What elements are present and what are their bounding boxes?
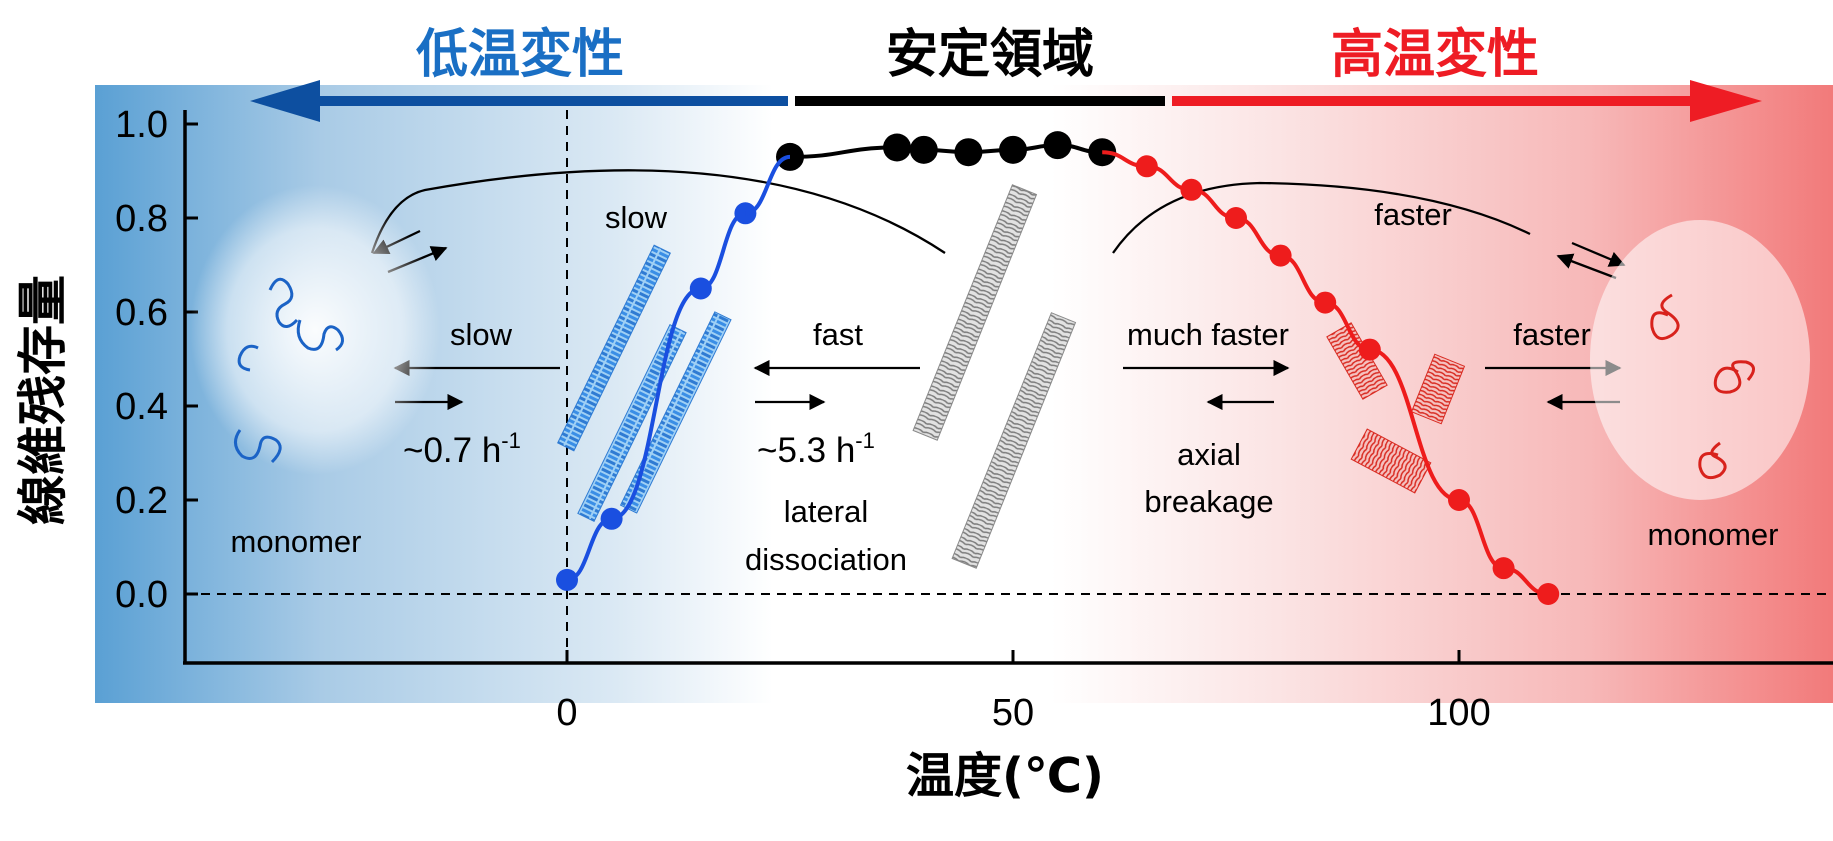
y-tick-label: 0.6 (115, 292, 168, 334)
annotation-monomer-left: monomer (231, 524, 362, 559)
data-point (883, 133, 912, 162)
data-point (1225, 207, 1247, 229)
x-tick-label: 0 (556, 692, 577, 734)
data-series (556, 131, 1560, 605)
annotation-breakage: breakage (1144, 484, 1273, 519)
rate-left-value: ~0.7 h (403, 431, 501, 470)
rate-mid-value: ~5.3 h (757, 431, 855, 470)
data-point (556, 568, 578, 591)
monomer-left-illustration (190, 185, 440, 475)
data-point (909, 135, 938, 164)
region-label-high: 高温変性 (1331, 25, 1539, 85)
region-label-stable: 安定領域 (886, 25, 1094, 85)
axes (183, 110, 1833, 665)
y-tick-label: 1.0 (115, 104, 168, 146)
y-ticks: 1.0 0.8 0.6 0.4 0.2 0.0 (115, 104, 198, 616)
data-point (1492, 557, 1515, 580)
annotation-monomer-right: monomer (1648, 517, 1779, 552)
data-point (1043, 131, 1072, 160)
small-arrow-right-in (1556, 253, 1617, 280)
data-point (1537, 583, 1560, 605)
annotation-fast: fast (813, 317, 863, 352)
low-temp-arrow-head (250, 80, 320, 122)
data-point (1180, 178, 1203, 201)
curved-arrow-left (370, 169, 946, 254)
annotation-rate-left: ~0.7 h-1 (403, 428, 521, 470)
annotation-axial: axial (1177, 437, 1241, 472)
annotation-much-faster: much faster (1127, 317, 1289, 352)
data-point (689, 277, 712, 300)
annotation-dissociation: dissociation (745, 542, 907, 577)
data-point (999, 135, 1027, 164)
stable-bar (795, 96, 1165, 106)
curved-arrow-right (1112, 181, 1531, 254)
series-line-2 (1146, 164, 1549, 596)
annotation-rate-mid: ~5.3 h-1 (757, 428, 875, 470)
x-tick-label: 50 (992, 692, 1034, 734)
x-axis-label: 温度(℃) (906, 748, 1104, 804)
y-tick-label: 0.0 (115, 574, 168, 616)
region-bar (250, 80, 1762, 122)
blue-fibril-illustration (557, 244, 732, 522)
annotation-slow-top: slow (605, 200, 668, 235)
red-fibril-illustration (1326, 322, 1466, 494)
annotation-faster-top: faster (1374, 197, 1452, 232)
annotation-slow-left: slow (450, 317, 513, 352)
data-point (1269, 244, 1292, 267)
data-point (1448, 489, 1470, 511)
y-axis-label: 線維残存量 (14, 275, 72, 525)
monomer-right-illustration (1590, 220, 1810, 500)
x-tick-label: 100 (1427, 692, 1490, 734)
high-temp-bar (1172, 96, 1707, 106)
high-temp-arrow-head (1690, 80, 1762, 122)
data-point (1358, 338, 1381, 361)
y-tick-label: 0.2 (115, 480, 168, 522)
rate-mid-exponent: -1 (855, 428, 875, 453)
x-ticks: 0 50 100 (556, 650, 1491, 734)
data-point (1314, 291, 1337, 314)
series-connector (745, 154, 791, 216)
y-tick-label: 0.8 (115, 198, 168, 240)
low-temp-bar (300, 96, 788, 106)
series-line-0 (566, 211, 746, 582)
small-arrow-right-out (1571, 241, 1626, 267)
gray-fibril-illustration (912, 184, 1077, 569)
region-label-low: 低温変性 (416, 25, 624, 85)
annotation-faster-right: faster (1513, 317, 1591, 352)
rate-left-exponent: -1 (501, 428, 521, 453)
data-point (954, 138, 983, 167)
annotation-lateral: lateral (784, 494, 868, 529)
y-tick-label: 0.4 (115, 386, 168, 428)
series-connector (1102, 150, 1147, 169)
data-point (600, 507, 623, 530)
